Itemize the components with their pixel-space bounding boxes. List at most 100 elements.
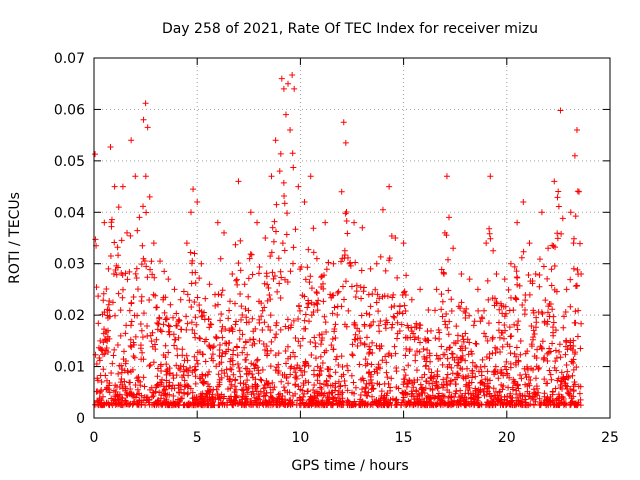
roti-point-cloud	[552, 347, 559, 354]
axis-ticks: 0 0.01 0.02 0.03 0.04 0.05 0.06 0.07 0 5 10 15 20 25	[54, 51, 619, 446]
roti-point-cloud	[279, 393, 286, 400]
roti-point-cloud	[115, 252, 122, 259]
roti-point-cloud	[513, 397, 520, 404]
roti-point-cloud	[383, 398, 390, 405]
roti-point-cloud	[549, 397, 556, 404]
roti-point-cloud	[563, 361, 570, 368]
roti-point-cloud	[323, 329, 330, 336]
roti-point-cloud	[204, 380, 211, 387]
x-tick-label: 0	[90, 430, 99, 446]
roti-point	[532, 271, 539, 277]
roti-point-cloud	[240, 390, 247, 397]
roti-point-cloud	[438, 266, 445, 273]
roti-point-cloud	[275, 255, 282, 262]
roti-point-cloud	[465, 372, 472, 379]
roti-point-cloud	[335, 378, 342, 385]
roti-point-cloud	[555, 401, 562, 408]
roti-point-cloud	[517, 351, 524, 358]
roti-point-cloud	[557, 354, 564, 361]
roti-point-cloud	[354, 335, 361, 342]
roti-point-cloud	[284, 210, 291, 217]
roti-point-cloud	[411, 334, 418, 341]
roti-point-cloud	[331, 394, 338, 401]
roti-point-cloud	[574, 333, 581, 340]
roti-point-cloud	[363, 380, 370, 387]
roti-point-cloud	[448, 364, 455, 371]
roti-point	[567, 209, 574, 216]
roti-point-cloud	[244, 389, 251, 396]
roti-point-cloud	[549, 340, 556, 347]
roti-point-cloud	[191, 353, 198, 360]
roti-point-cloud	[284, 316, 291, 323]
roti-point-cloud	[177, 395, 184, 402]
roti-point-cloud	[448, 393, 455, 400]
roti-point-cloud	[318, 367, 325, 374]
roti-point-cloud	[188, 303, 195, 310]
roti-point-cloud	[290, 164, 297, 171]
roti-point	[474, 286, 481, 293]
roti-point-cloud	[178, 326, 185, 333]
roti-point-cloud	[181, 377, 188, 384]
roti-point-cloud	[275, 367, 282, 374]
roti-point-cloud	[261, 347, 268, 354]
roti-point-cloud	[97, 400, 104, 407]
roti-point-cloud	[497, 370, 504, 377]
roti-point-cloud	[443, 346, 450, 353]
roti-point-cloud	[427, 400, 434, 407]
roti-point-cloud	[441, 401, 448, 408]
roti-point-cloud	[313, 288, 320, 295]
roti-point-cloud	[369, 291, 376, 298]
roti-point-cloud	[353, 288, 360, 295]
roti-point-cloud	[259, 307, 266, 314]
roti-point-cloud	[234, 281, 241, 288]
roti-point-cloud	[215, 383, 222, 390]
roti-point-cloud	[445, 394, 452, 401]
roti-point-cloud	[474, 394, 481, 401]
roti-point-cloud	[448, 308, 455, 315]
roti-point-cloud	[226, 376, 233, 383]
roti-point-cloud	[457, 305, 464, 312]
roti-point-cloud	[277, 294, 284, 301]
roti-point-cloud	[124, 367, 131, 374]
roti-point-cloud	[339, 389, 346, 396]
roti-point	[107, 143, 114, 150]
roti-point-cloud	[361, 322, 368, 329]
roti-point-cloud	[188, 260, 195, 267]
roti-point-cloud	[475, 402, 482, 409]
roti-point-cloud	[100, 366, 107, 373]
roti-point-cloud	[257, 388, 264, 395]
roti-point-cloud	[271, 218, 278, 225]
roti-point-cloud	[522, 350, 529, 357]
roti-point-cloud	[230, 400, 237, 407]
roti-point-cloud	[126, 268, 133, 275]
roti-point-cloud	[283, 375, 290, 382]
roti-point-cloud	[417, 339, 424, 346]
roti-point-cloud	[444, 371, 451, 378]
roti-point-cloud	[266, 398, 273, 405]
roti-point-cloud	[290, 392, 297, 399]
roti-point-cloud	[575, 307, 582, 314]
roti-point-cloud	[122, 383, 129, 390]
roti-point-cloud	[199, 351, 206, 358]
roti-point-cloud	[201, 338, 208, 345]
roti-point-cloud	[455, 359, 462, 366]
roti-point-cloud	[199, 396, 206, 403]
roti-point-cloud	[570, 388, 577, 395]
roti-point-cloud	[106, 379, 113, 386]
roti-point-cloud	[209, 351, 216, 358]
roti-point-cloud	[399, 389, 406, 396]
roti-point	[367, 265, 374, 272]
roti-point-cloud	[258, 300, 265, 307]
roti-point-cloud	[523, 374, 530, 381]
roti-point-cloud	[563, 402, 570, 409]
roti-point-cloud	[188, 280, 195, 287]
roti-point-cloud	[372, 286, 379, 293]
roti-point-cloud	[254, 356, 261, 363]
roti-point-cloud	[236, 327, 243, 334]
roti-point	[342, 139, 349, 146]
roti-point-cloud	[528, 343, 535, 350]
roti-point-cloud	[513, 353, 520, 360]
y-axis-label: ROTI / TECUs	[7, 192, 23, 284]
roti-point-cloud	[166, 370, 173, 377]
